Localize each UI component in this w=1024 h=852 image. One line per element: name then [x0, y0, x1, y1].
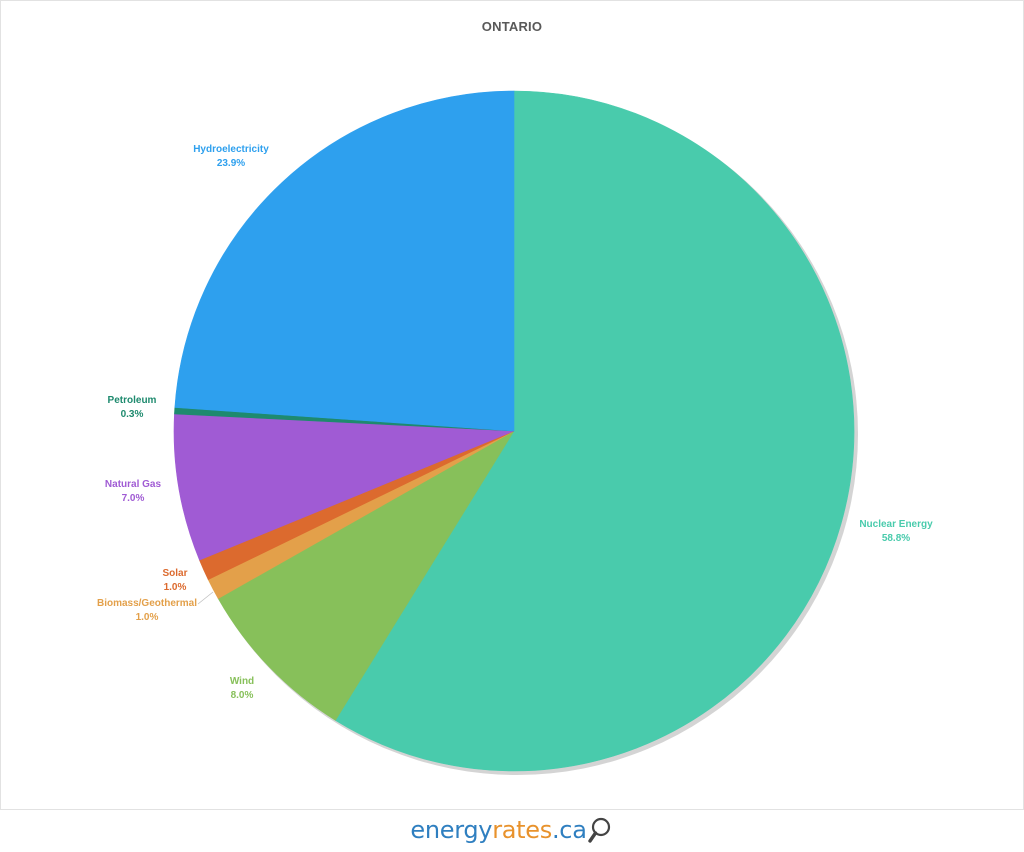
- slice-value-nuclear-energy: 58.8%: [882, 533, 910, 544]
- leader-line-biomass-geothermal: [197, 591, 214, 605]
- slice-value-wind: 8.0%: [231, 690, 254, 701]
- brand-logo[interactable]: energy rates .ca: [0, 808, 1024, 852]
- pie-slice-hydroelectricity[interactable]: [174, 90, 515, 432]
- slice-label-hydroelectricity: Hydroelectricity: [193, 144, 269, 155]
- slice-value-natural-gas: 7.0%: [122, 493, 145, 504]
- slice-value-solar: 1.0%: [164, 582, 187, 593]
- magnifier-icon: [587, 817, 610, 843]
- pie-slices: [173, 90, 855, 772]
- logo-text-energy: energy: [410, 816, 493, 844]
- slice-label-nuclear-energy: Nuclear Energy: [859, 519, 933, 530]
- logo-text-ca: .ca: [551, 816, 587, 844]
- slice-label-wind: Wind: [230, 676, 254, 687]
- pie-slice-nuclear-energy[interactable]: [335, 90, 855, 772]
- label-leaders: [197, 591, 214, 605]
- slice-labels: Nuclear Energy 58.8% Wind 8.0% Biomass/Geoth…: [97, 144, 933, 701]
- pie-slice-wind[interactable]: [217, 430, 515, 721]
- slice-value-biomass-geothermal: 1.0%: [136, 612, 159, 623]
- slice-label-natural-gas: Natural Gas: [105, 479, 162, 490]
- slice-label-biomass-geothermal: Biomass/Geothermal: [97, 598, 197, 609]
- slice-value-hydroelectricity: 23.9%: [217, 158, 245, 169]
- slice-label-solar: Solar: [162, 568, 187, 579]
- chart-title: ONTARIO: [481, 19, 543, 34]
- pie-chart: Nuclear Energy 58.8% Wind 8.0% Biomass/Geoth…: [97, 90, 933, 775]
- slice-label-petroleum: Petroleum: [108, 395, 157, 406]
- pie-slice-natural-gas[interactable]: [173, 413, 515, 561]
- slice-value-petroleum: 0.3%: [121, 409, 144, 420]
- logo-text-rates: rates: [492, 816, 552, 844]
